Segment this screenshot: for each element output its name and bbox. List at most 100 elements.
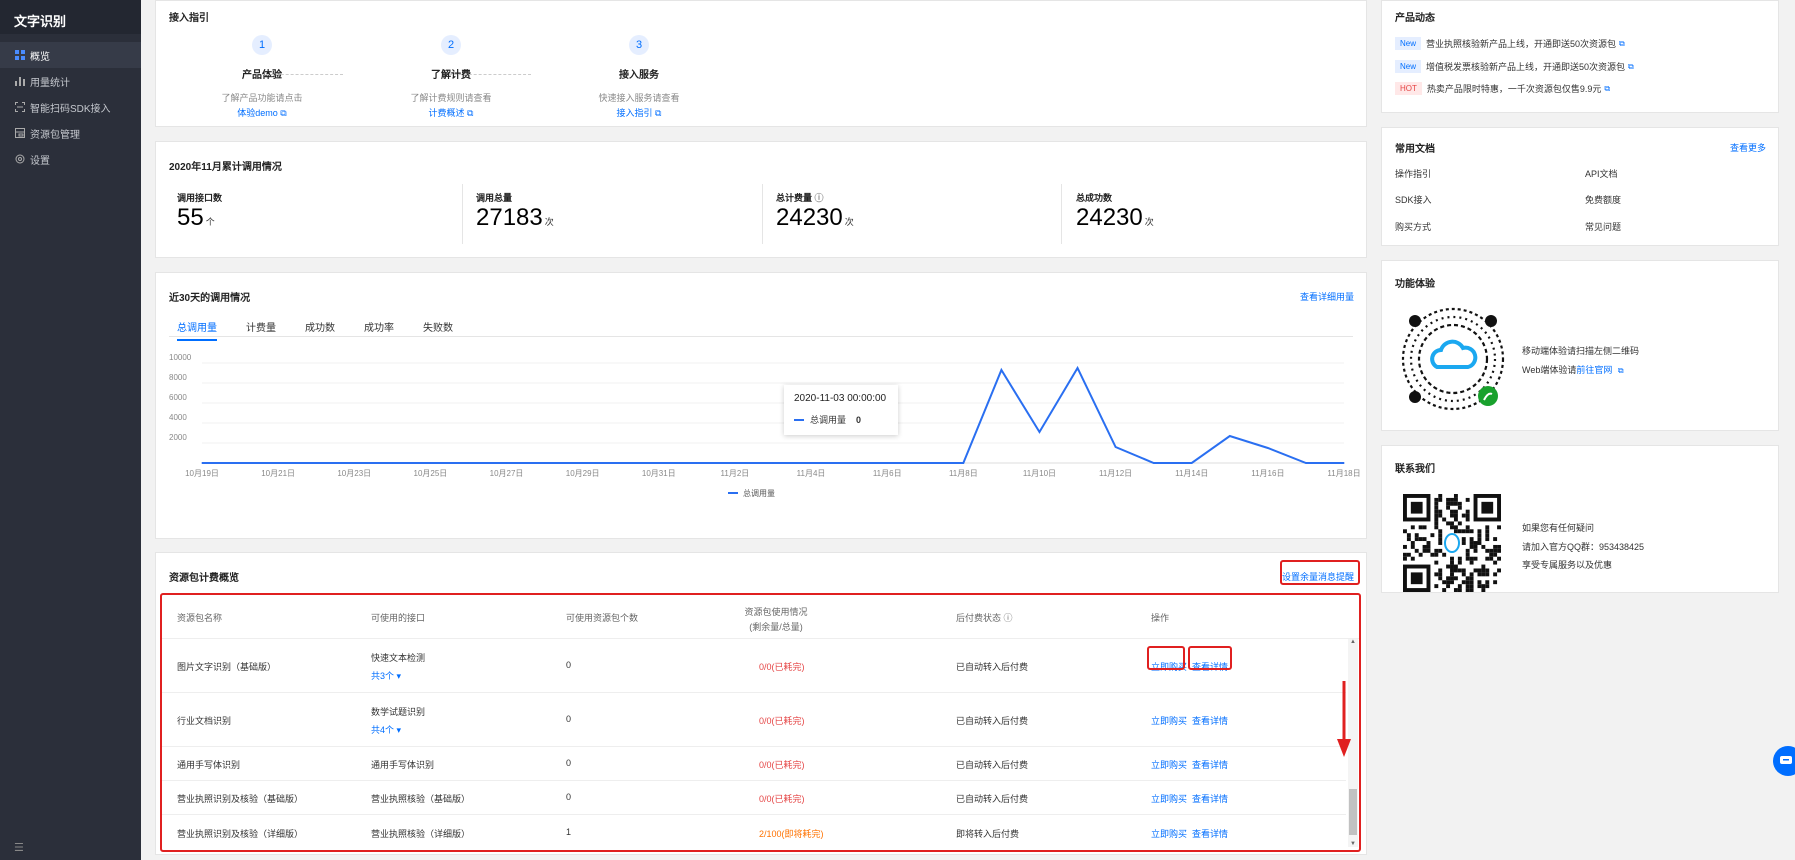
access-guide-link[interactable]: 接入指引 ⧉ [616, 108, 662, 118]
qr-module [1457, 521, 1462, 526]
sidebar-item-usage[interactable]: 用量统计 [0, 68, 141, 94]
qr-module [1406, 537, 1411, 542]
view-details-link[interactable]: 查看详情 [1192, 716, 1229, 726]
balance-alert-link[interactable]: 设置余量消息提醒 [1281, 572, 1354, 582]
sidebar: 文字识别 概览 用量统计 智能扫码SDK接入 资源包管理 设置 ☰ [0, 0, 141, 860]
qr-module [1418, 552, 1423, 557]
data-point [1076, 367, 1079, 369]
tab-billed[interactable]: 计费量 [246, 323, 276, 334]
qr-module [1481, 564, 1486, 569]
data-point [353, 462, 355, 464]
news-item[interactable]: New 增值税发票核验新产品上线，开通即送50次资源包 ⧉ [1395, 60, 1634, 73]
qr-module [1450, 580, 1454, 585]
docs-more-link[interactable]: 查看更多 [1729, 143, 1766, 153]
tab-total-calls[interactable]: 总调用量 [177, 319, 217, 341]
official-site-link[interactable]: 前往官网 [1576, 365, 1613, 375]
sidebar-item-packages[interactable]: 资源包管理 [0, 120, 141, 146]
qr-module [1489, 552, 1494, 557]
demo-link[interactable]: 体验demo ⧉ [237, 108, 287, 118]
table-scrollbar[interactable]: ▲ ▼ [1348, 639, 1358, 847]
view-details-link[interactable]: 查看详情 [1192, 829, 1229, 839]
scroll-down-arrow[interactable]: ▼ [1350, 841, 1356, 847]
qr-module [1418, 537, 1423, 542]
news-item[interactable]: New 营业执照核验新产品上线，开通即送50次资源包 ⧉ [1395, 37, 1625, 50]
table-header: 资源包名称 可使用的接口 可使用资源包个数 资源包使用情况 (剩余量/总量) 后… [161, 595, 1360, 639]
view-details-link[interactable]: 查看详情 [1192, 760, 1229, 770]
usage-detail-link[interactable]: 查看详细用量 [1299, 292, 1354, 302]
sidebar-item-settings[interactable]: 设置 [0, 146, 141, 172]
qr-module [1477, 541, 1482, 545]
qr-module [1446, 564, 1451, 569]
sidebar-item-label: 智能扫码SDK接入 [30, 103, 111, 115]
scroll-up-arrow[interactable]: ▲ [1350, 639, 1356, 645]
table-row: 图片文字识别（基础版） 快速文本检测 共3个 ▾ 0 0/0(已耗完) 已自动转入… [161, 639, 1346, 693]
qr-module [1434, 517, 1439, 522]
contact-title: 联系我们 [1395, 464, 1435, 475]
qr-module [1446, 497, 1451, 502]
buy-now-link[interactable]: 立即购买 [1151, 829, 1188, 839]
buy-now-link[interactable]: 立即购买 [1151, 794, 1188, 804]
divider [462, 184, 463, 244]
buy-now-link[interactable]: 立即购买 [1151, 716, 1188, 726]
data-point [1229, 435, 1231, 437]
qr-module [1438, 568, 1443, 573]
qr-module [1457, 568, 1462, 573]
collapse-menu-icon[interactable]: ☰ [14, 842, 24, 854]
scrollbar-thumb[interactable] [1349, 789, 1357, 835]
qr-module [1446, 505, 1451, 510]
news-panel: 产品动态 New 营业执照核验新产品上线，开通即送50次资源包 ⧉ New 增值… [1381, 0, 1779, 113]
qr-module [1438, 537, 1443, 542]
stat-success: 总成功数 24230 次 [1076, 193, 1154, 231]
qr-module [1438, 548, 1443, 553]
x-tick-label: 10月19日 [185, 469, 219, 478]
view-details-link[interactable]: 查看详情 [1192, 662, 1229, 672]
qr-module [1453, 564, 1458, 569]
data-point [315, 462, 317, 464]
doc-link[interactable]: 操作指引 [1395, 169, 1432, 179]
buy-now-link[interactable]: 立即购买 [1151, 760, 1188, 770]
doc-link[interactable]: 常见问题 [1585, 222, 1622, 232]
more-apis-dropdown[interactable]: 共3个 ▾ [371, 671, 402, 681]
data-point [201, 462, 203, 464]
qr-module [1406, 533, 1411, 538]
qr-module [1450, 501, 1454, 506]
sidebar-item-sdk[interactable]: 智能扫码SDK接入 [0, 94, 141, 120]
y-tick-label: 6000 [169, 393, 187, 402]
qq-logo-icon [1444, 533, 1460, 553]
info-icon[interactable]: ⓘ [814, 193, 824, 203]
tab-failure-count[interactable]: 失败数 [423, 323, 453, 334]
sidebar-item-overview[interactable]: 概览 [0, 42, 141, 68]
doc-link[interactable]: 免费额度 [1585, 195, 1622, 205]
buy-now-link[interactable]: 立即购买 [1151, 662, 1188, 672]
guide-panel: 接入指引 1 产品体验 了解产品功能请点击 体验demo ⧉ 2 了解计费 了解… [155, 0, 1367, 127]
qr-module [1434, 572, 1439, 577]
qr-module [1446, 521, 1451, 526]
chat-float-button[interactable] [1773, 746, 1795, 776]
qr-module [1457, 505, 1462, 510]
news-item[interactable]: HOT 热卖产品限时特惠，一千次资源包仅售9.9元 ⧉ [1395, 82, 1610, 95]
docs-panel: 常用文档 查看更多 操作指引 API文档 SDK接入 免费额度 购买方式 常见问… [1381, 127, 1779, 246]
divider [1061, 184, 1062, 244]
doc-link[interactable]: SDK接入 [1395, 195, 1432, 205]
stats-panel: 2020年11月累计调用情况 调用接口数 55 个 调用总量 27183 次 总计费… [155, 141, 1367, 258]
qr-module [1410, 556, 1415, 561]
experience-mobile-text: 移动端体验请扫描左侧二维码 [1522, 346, 1640, 356]
doc-link[interactable]: API文档 [1585, 169, 1618, 179]
tab-success-count[interactable]: 成功数 [305, 323, 335, 334]
external-link-icon: ⧉ [655, 108, 662, 118]
stats-title: 2020年11月累计调用情况 [169, 162, 282, 173]
qr-module [1465, 497, 1470, 502]
qr-module [1450, 572, 1454, 577]
usage-line-chart[interactable]: 10000 8000 6000 4000 2000 10月19日 10月21日 10月23日 1… [156, 273, 1368, 540]
info-icon[interactable]: ⓘ [1003, 613, 1013, 623]
tab-success-rate[interactable]: 成功率 [364, 323, 394, 334]
doc-link[interactable]: 购买方式 [1395, 222, 1432, 232]
billing-overview-link[interactable]: 计费概述 ⧉ [428, 108, 474, 118]
qr-module [1485, 584, 1490, 589]
qr-module [1497, 525, 1501, 530]
qr-module [1450, 556, 1454, 561]
more-apis-dropdown[interactable]: 共4个 ▾ [371, 725, 402, 735]
view-details-link[interactable]: 查看详情 [1192, 794, 1229, 804]
tooltip-value: 0 [856, 414, 862, 425]
x-tick-label: 10月27日 [490, 469, 524, 478]
